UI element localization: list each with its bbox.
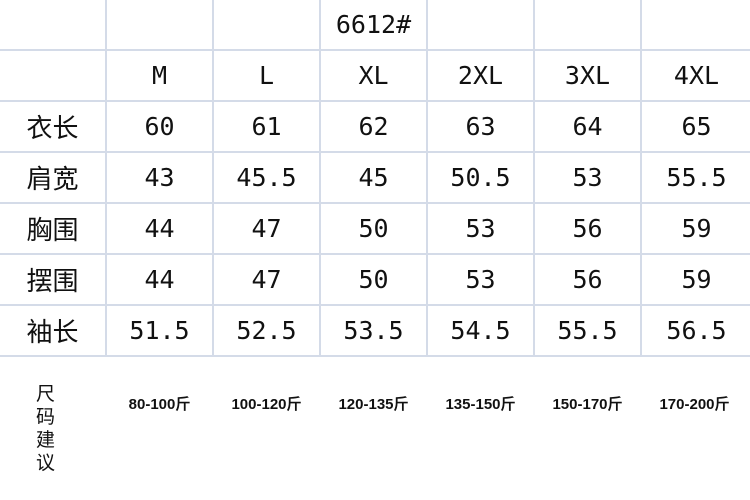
measurement-value: 65 <box>640 101 750 153</box>
recommendation-value: 150-170斤 <box>552 396 623 413</box>
measurement-label: 肩宽 <box>0 151 107 204</box>
recommendation-value: 120-135斤 <box>338 396 409 413</box>
size-header-row: M L XL 2XL 3XL 4XL <box>0 49 750 102</box>
size-header: 4XL <box>640 49 750 102</box>
measurement-row: 肩宽 43 45.5 45 50.5 53 55.5 <box>0 151 750 204</box>
measurement-value: 50.5 <box>426 151 535 204</box>
measurement-value: 56 <box>533 202 642 255</box>
measurement-value: 45.5 <box>212 151 321 204</box>
measurement-value: 59 <box>640 202 750 255</box>
measurement-value: 53 <box>533 151 642 204</box>
recommendation-value: 100-120斤 <box>231 396 302 413</box>
measurement-row: 袖长 51.5 52.5 53.5 54.5 55.5 56.5 <box>0 304 750 357</box>
measurement-value: 60 <box>105 101 214 153</box>
measurement-label: 摆围 <box>0 253 107 306</box>
measurement-value: 45 <box>319 151 428 204</box>
measurement-label: 衣长 <box>0 101 107 153</box>
measurement-value: 52.5 <box>212 304 321 357</box>
title-row: 6612# <box>0 0 750 51</box>
measurement-value: 55.5 <box>640 151 750 204</box>
product-code: 6612# <box>319 0 428 51</box>
measurement-value: 56.5 <box>640 304 750 357</box>
measurement-value: 59 <box>640 253 750 306</box>
measurement-label: 袖长 <box>0 304 107 357</box>
measurement-value: 51.5 <box>105 304 214 357</box>
measurement-value: 47 <box>212 202 321 255</box>
size-chart-table: 6612# M L XL 2XL 3XL 4XL 衣长 60 61 62 63 64 65 肩… <box>0 0 750 357</box>
measurement-value: 47 <box>212 253 321 306</box>
measurement-value: 62 <box>319 101 428 153</box>
measurement-value: 63 <box>426 101 535 153</box>
measurement-value: 43 <box>105 151 214 204</box>
size-header: M <box>105 49 214 102</box>
measurement-value: 50 <box>319 202 428 255</box>
recommendation-value: 135-150斤 <box>445 396 516 413</box>
recommendation-value: 170-200斤 <box>659 396 730 413</box>
measurement-value: 61 <box>212 101 321 153</box>
size-header: XL <box>319 49 428 102</box>
measurement-value: 53 <box>426 253 535 306</box>
recommendation-label: 尺码建议 <box>36 383 56 474</box>
measurement-row: 胸围 44 47 50 53 56 59 <box>0 202 750 255</box>
recommendation-value: 80-100斤 <box>128 396 191 413</box>
measurement-row: 摆围 44 47 50 53 56 59 <box>0 253 750 306</box>
measurement-value: 53 <box>426 202 535 255</box>
measurement-value: 53.5 <box>319 304 428 357</box>
measurement-value: 44 <box>105 253 214 306</box>
measurement-value: 50 <box>319 253 428 306</box>
measurement-value: 55.5 <box>533 304 642 357</box>
measurement-label: 胸围 <box>0 202 107 255</box>
size-header: L <box>212 49 321 102</box>
size-header: 3XL <box>533 49 642 102</box>
measurement-value: 44 <box>105 202 214 255</box>
measurement-value: 54.5 <box>426 304 535 357</box>
size-header: 2XL <box>426 49 535 102</box>
size-recommendation: 尺码建议 80-100斤 100-120斤 120-135斤 135-150斤 … <box>0 383 750 500</box>
measurement-value: 64 <box>533 101 642 153</box>
measurement-row: 衣长 60 61 62 63 64 65 <box>0 101 750 153</box>
measurement-value: 56 <box>533 253 642 306</box>
